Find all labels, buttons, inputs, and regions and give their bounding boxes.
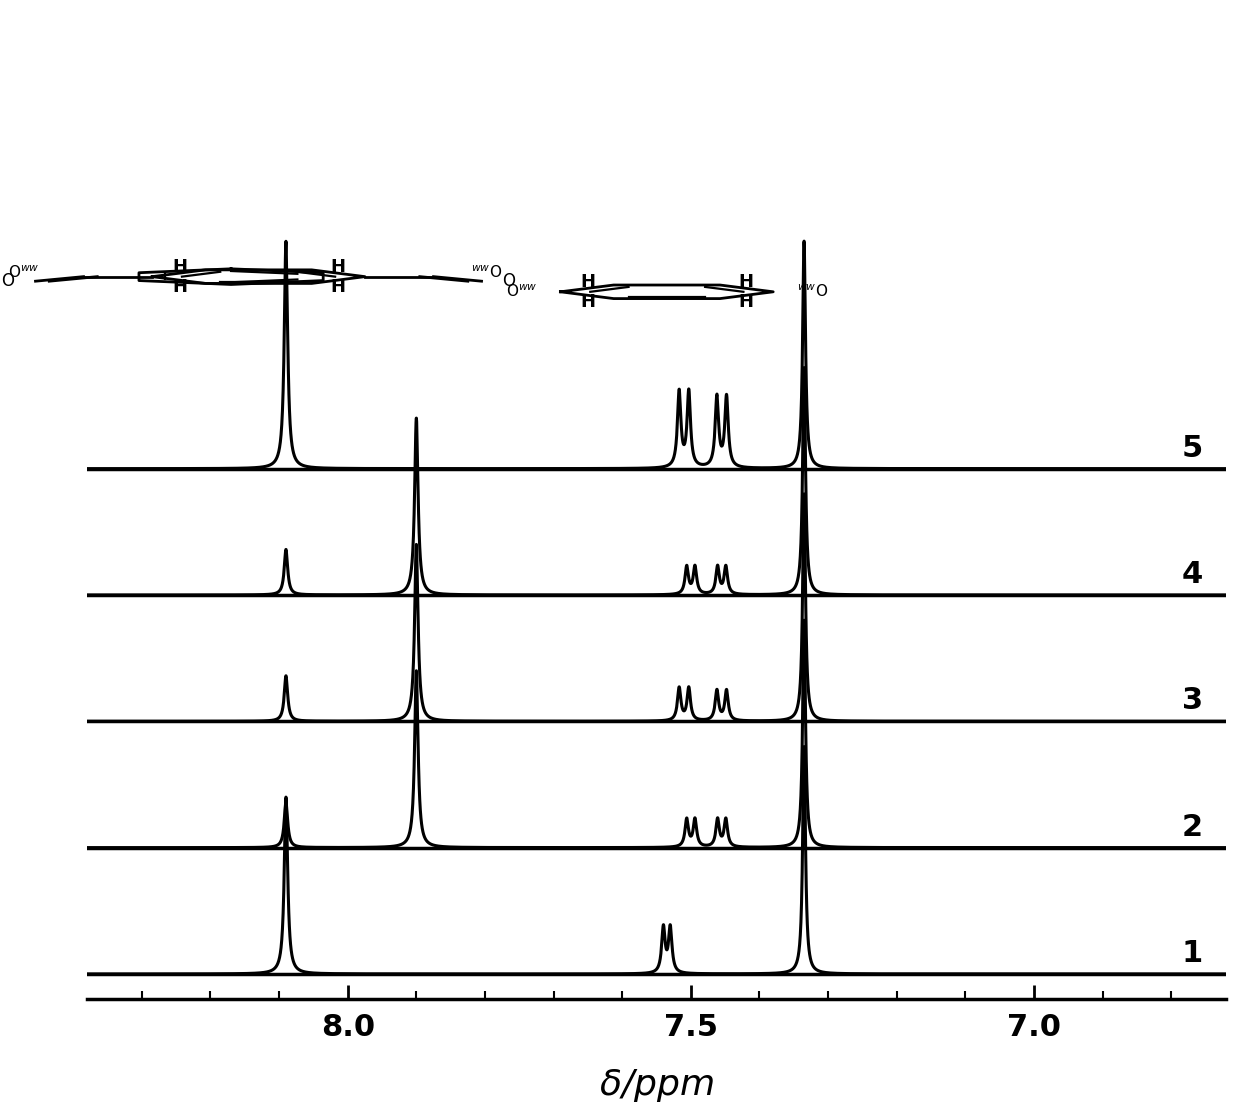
Text: 1: 1 xyxy=(1182,939,1203,968)
Text: $^{ww}$O: $^{ww}$O xyxy=(471,265,502,282)
Text: H: H xyxy=(580,293,595,311)
Text: H: H xyxy=(172,257,187,275)
Text: H: H xyxy=(580,273,595,291)
Text: H: H xyxy=(738,293,753,311)
X-axis label: $\delta$/ppm: $\delta$/ppm xyxy=(599,1067,714,1105)
Text: H: H xyxy=(330,277,345,295)
Text: H: H xyxy=(330,257,345,275)
Text: 3: 3 xyxy=(1182,686,1203,716)
Text: O$^{ww}$: O$^{ww}$ xyxy=(7,265,40,282)
Text: O: O xyxy=(502,272,516,290)
Text: H: H xyxy=(738,273,753,291)
Text: $^{ww}$O: $^{ww}$O xyxy=(797,283,828,300)
Text: 5: 5 xyxy=(1182,434,1203,463)
Text: 4: 4 xyxy=(1182,560,1203,589)
Text: O: O xyxy=(1,272,15,290)
Text: H: H xyxy=(172,277,187,295)
Text: 2: 2 xyxy=(1182,813,1203,842)
Text: O$^{ww}$: O$^{ww}$ xyxy=(506,283,537,300)
